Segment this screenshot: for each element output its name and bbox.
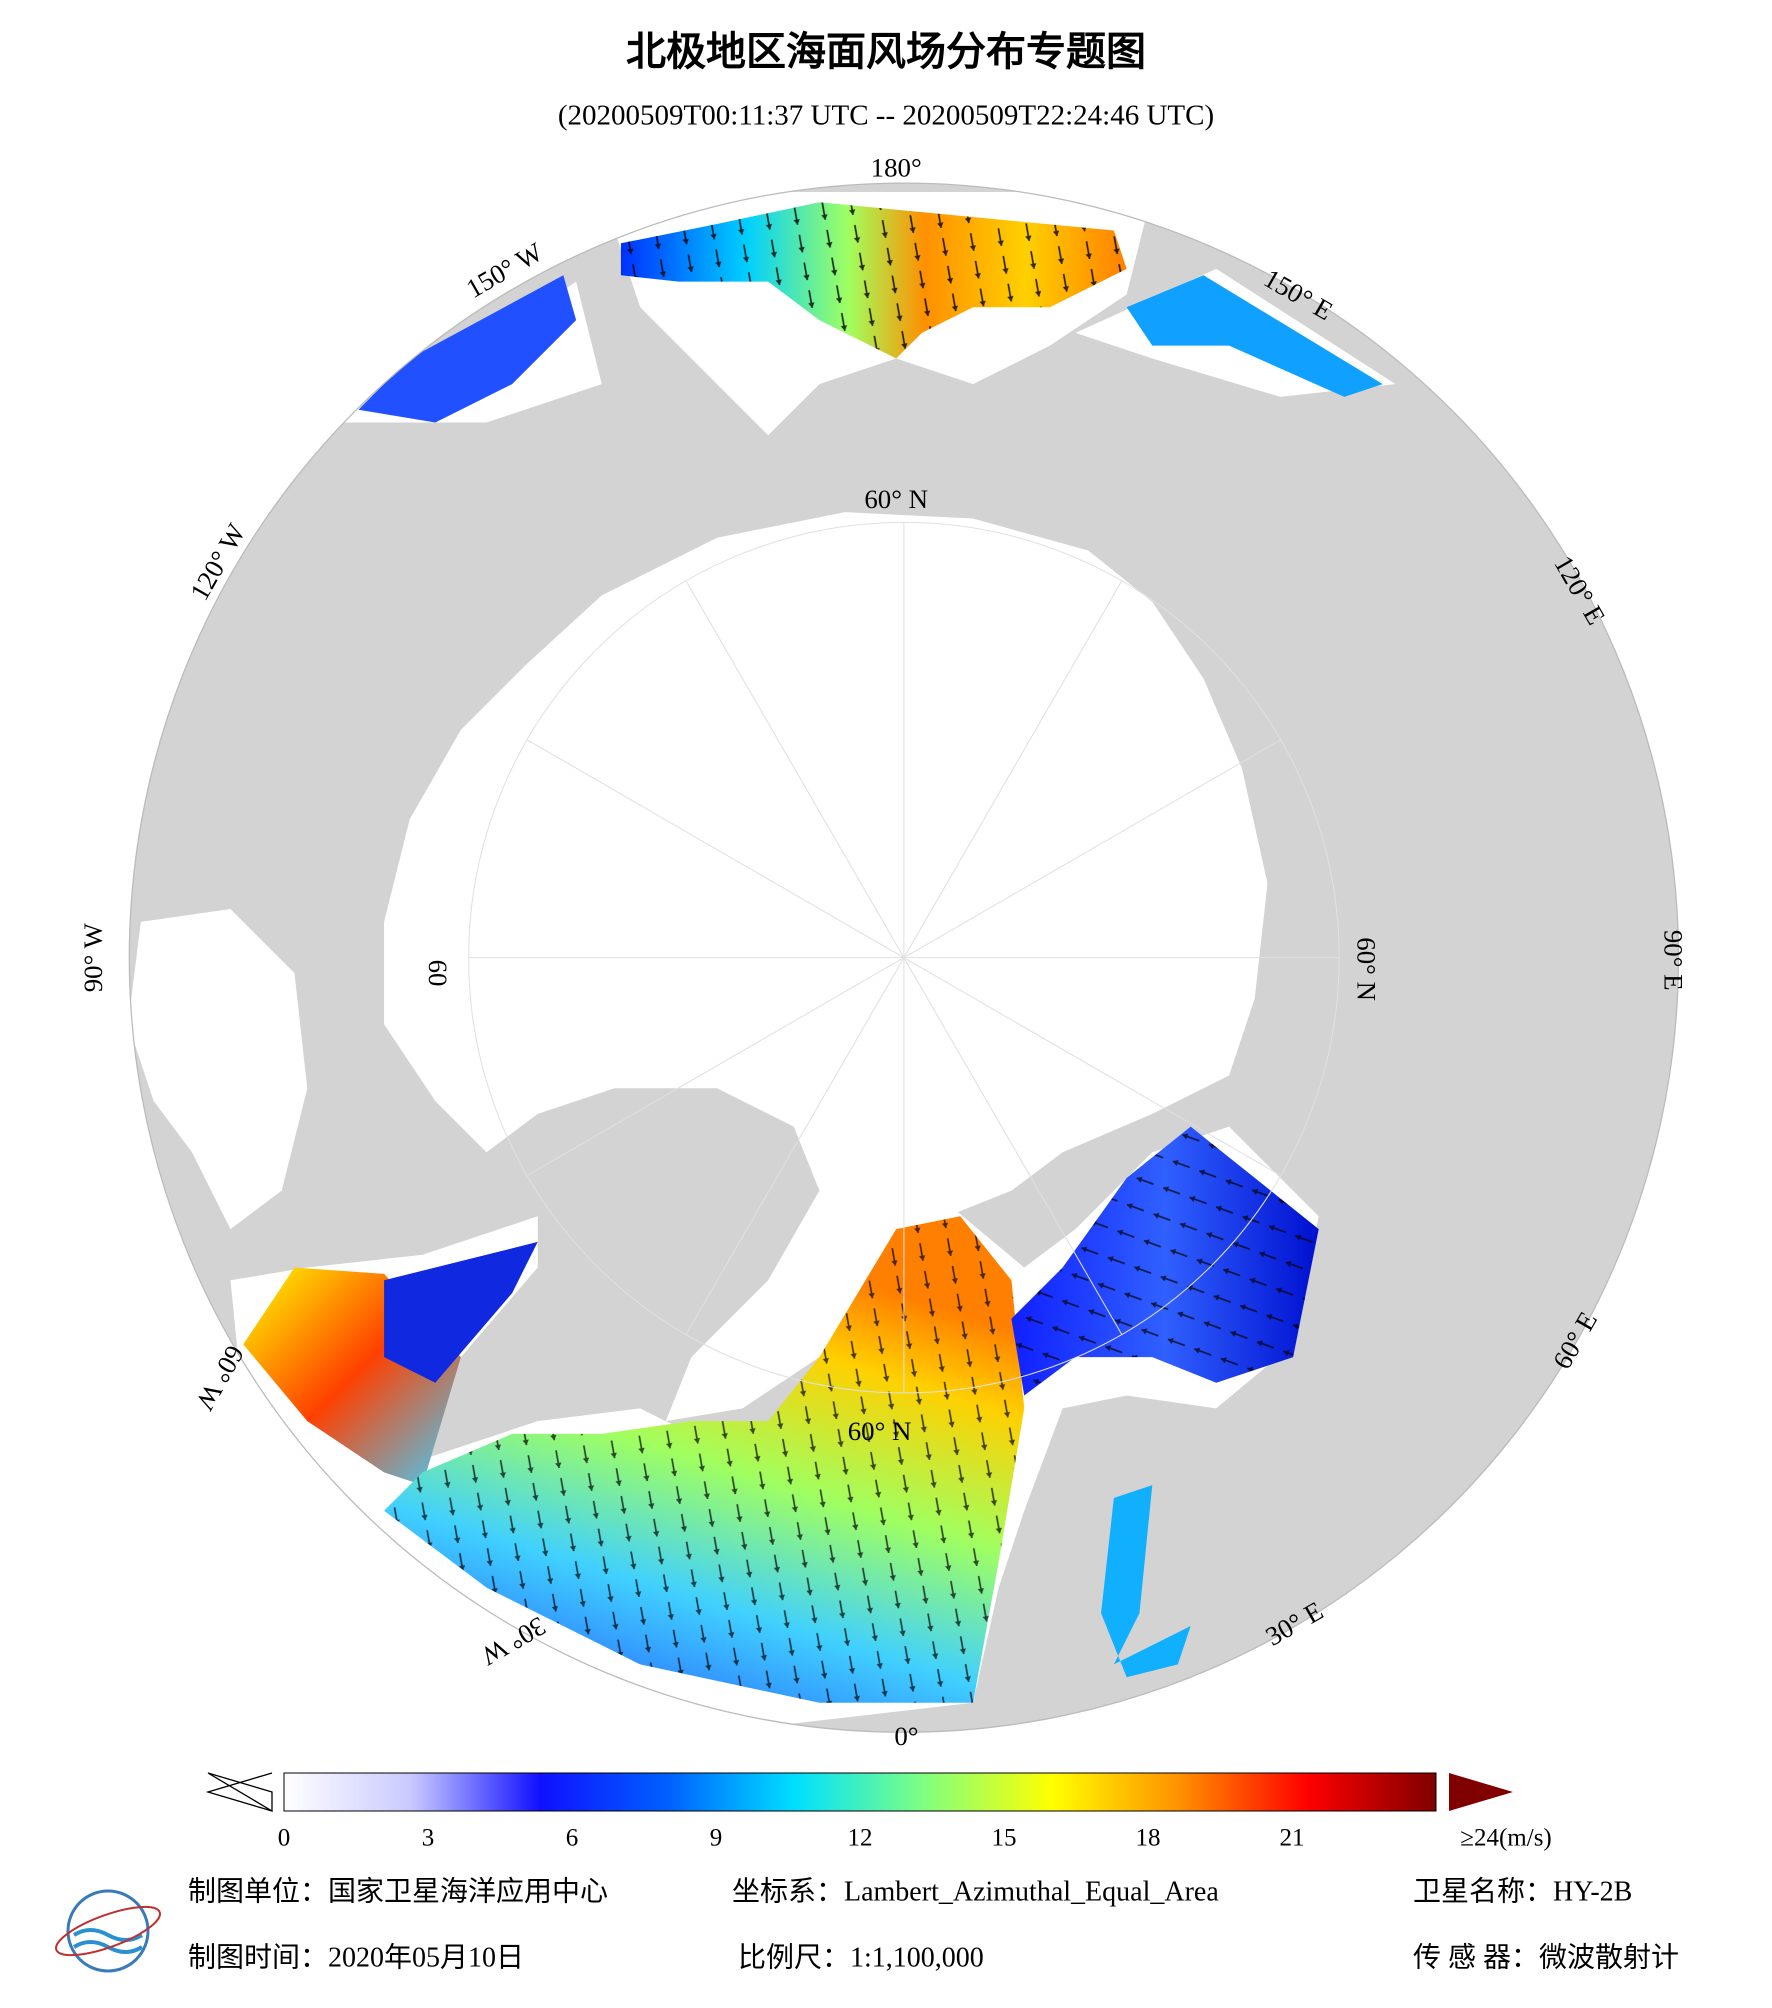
footer-item: 坐标系：Lambert_Azimuthal_Equal_Area (732, 1875, 1219, 1907)
map-subtitle: (20200509T00:11:37 UTC -- 20200509T22:24… (558, 100, 1214, 132)
footer-item: 制图单位：国家卫星海洋应用中心 (188, 1875, 608, 1907)
wind-field (1126, 275, 1383, 397)
colorbar-tick-label: 6 (566, 1825, 579, 1852)
colorbar-tick-label: 0 (278, 1825, 291, 1852)
wind-field (384, 1241, 538, 1383)
graticule (468, 521, 1340, 1394)
footer-item: 比例尺：1:1,100,000 (738, 1941, 984, 1973)
footer-item: 制图时间：2020年05月10日 (188, 1941, 524, 1973)
wind-arrows (620, 202, 1127, 359)
colorbar-over-arrow (1449, 1773, 1513, 1811)
graticule-label: 60° N (848, 1416, 912, 1446)
graticule-label: 0° (894, 1721, 918, 1751)
graticule-label: 90° W (78, 922, 108, 992)
colorbar-under-arrow (205, 1772, 273, 1813)
map-disc (129, 183, 1679, 1733)
footer-item: 传 感 器：微波散射计 (1413, 1941, 1679, 1973)
colorbar-tick-label: 21 (1280, 1825, 1305, 1852)
map-title: 北极地区海面风场分布专题图 (626, 29, 1146, 75)
graticule-label: 180° (871, 152, 922, 182)
wind-field (1101, 1485, 1191, 1678)
wind-arrows (384, 1216, 1025, 1703)
graticule-label: 60° N (864, 484, 928, 514)
logo (55, 1889, 161, 1973)
graticule-label: 60° N (1351, 937, 1381, 1001)
graticule-label: 60° W (189, 1340, 250, 1415)
colorbar-tick-label: 9 (710, 1825, 723, 1852)
colorbar-tick-label: 12 (848, 1825, 873, 1852)
colorbar-tick-label: ≥24(m/s) (1460, 1825, 1552, 1852)
graticule-label: 90° E (1659, 930, 1689, 991)
colorbar-tick-label: 3 (422, 1825, 435, 1852)
wind-arrows (1011, 1126, 1319, 1396)
sea-ice (384, 512, 1268, 1422)
footer-item: 卫星名称：HY-2B (1413, 1875, 1632, 1907)
graticule-label: 60 (423, 960, 453, 987)
colorbar-tick-label: 18 (1136, 1825, 1161, 1852)
sea (129, 909, 308, 1230)
colorbar-tick-label: 15 (992, 1825, 1017, 1852)
colorbar: 0 3 6 9 12 15 18 21 ≥24(m/s) (205, 1772, 1552, 1852)
colorbar-bar (283, 1772, 1437, 1812)
map-border (128, 182, 1680, 1733)
wind-field (358, 275, 577, 423)
